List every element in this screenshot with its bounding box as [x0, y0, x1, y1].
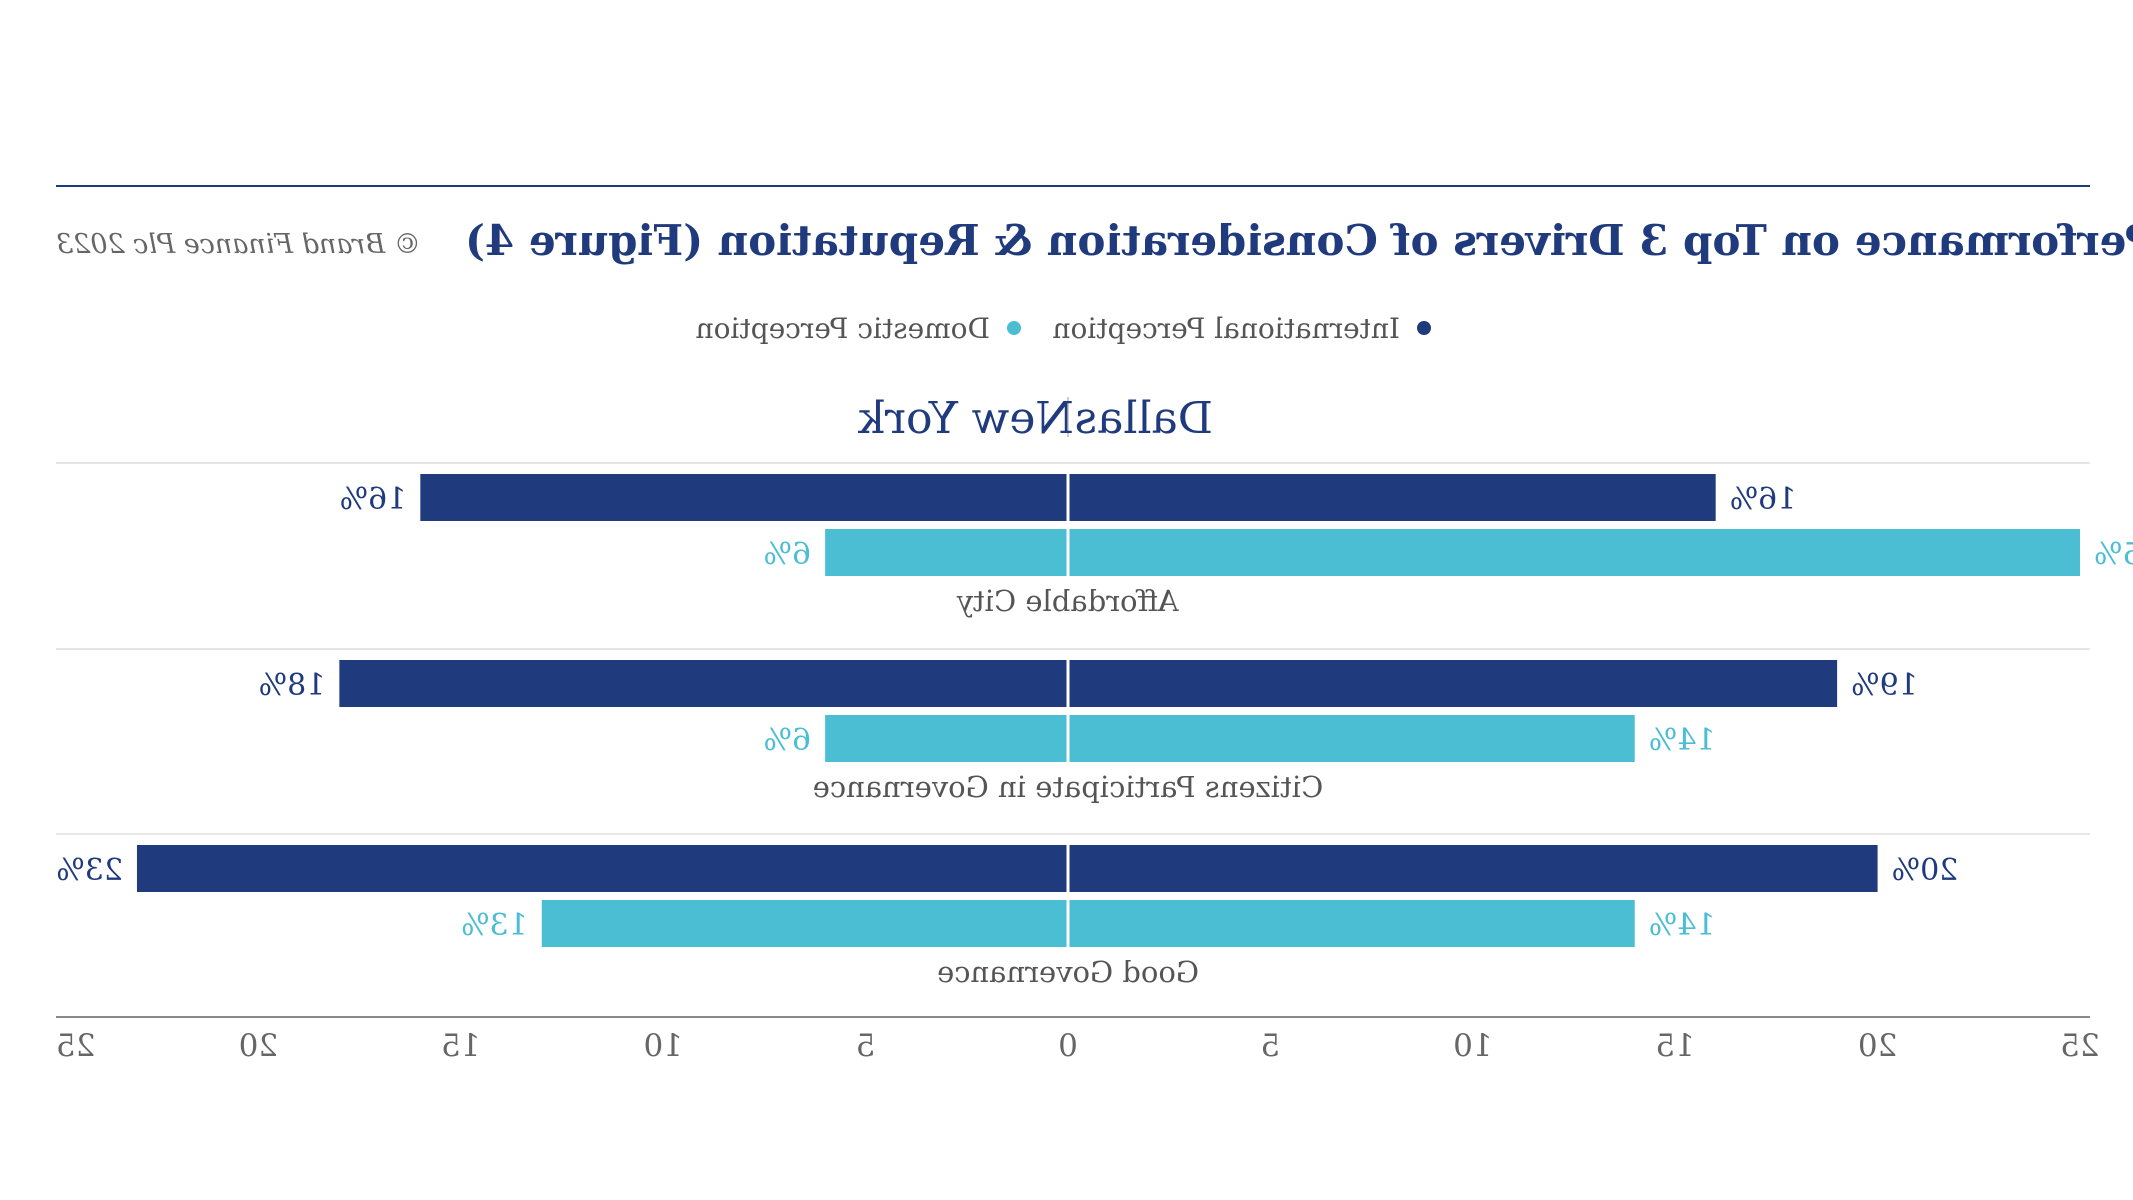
tick-label: 10 — [1453, 1028, 1492, 1064]
legend-label-domestic: Domestic Perception — [696, 312, 990, 345]
tick-label: 25 — [56, 1028, 95, 1064]
bar-dallas-domestic — [1069, 715, 1635, 762]
data-label-newyork-domestic: 13% — [461, 908, 528, 943]
tick-label: 20 — [1858, 1028, 1897, 1064]
data-label-dallas-international: 20% — [1892, 853, 1959, 888]
bar-dallas-international — [1069, 660, 1838, 707]
bar-newyork-international — [136, 845, 1067, 892]
tick-label: 0 — [1058, 1028, 1078, 1064]
tick-label: 25 — [2060, 1028, 2099, 1064]
tick-label: 5 — [1261, 1028, 1281, 1064]
category-label: Affordable City — [956, 584, 1180, 618]
data-label-dallas-domestic: 14% — [1649, 908, 1716, 943]
bar-newyork-international — [339, 660, 1067, 707]
bar-newyork-domestic — [825, 529, 1067, 576]
category-label: Citizens Participate in Governance — [813, 770, 1324, 804]
bar-newyork-international — [420, 474, 1067, 521]
category-label: Good Governance — [937, 955, 1199, 989]
legend-marker-international — [1417, 321, 1431, 335]
copyright-note: © Brand Finance Plc 2023 — [56, 229, 421, 260]
data-label-newyork-international: 16% — [340, 482, 407, 517]
data-label-newyork-international: 23% — [56, 853, 123, 888]
bar-dallas-domestic — [1069, 529, 2080, 576]
legend: International Perception Domestic Percept… — [696, 312, 1431, 345]
bar-newyork-domestic — [825, 715, 1067, 762]
tick-label: 15 — [441, 1028, 480, 1064]
chart-title: City Performance on Top 3 Drivers of Con… — [465, 216, 2133, 265]
data-label-newyork-international: 18% — [259, 668, 326, 703]
legend-marker-domestic — [1007, 321, 1021, 335]
bar-newyork-domestic — [541, 900, 1067, 947]
bar-dallas-domestic — [1069, 900, 1635, 947]
data-label-dallas-domestic: 25% — [2094, 537, 2133, 572]
bar-dallas-international — [1069, 845, 1878, 892]
x-axis: 0 5 5 10 10 15 15 20 20 25 25 — [56, 1016, 2100, 1064]
legend-label-international: International Perception — [1053, 312, 1400, 345]
bar-dallas-international — [1069, 474, 1716, 521]
tick-label: 15 — [1655, 1028, 1694, 1064]
right-city-label: New York — [858, 393, 1074, 444]
plot-area: 16%16%25%6%Affordable City19%18%14%6%Cit… — [56, 462, 2133, 989]
tick-label: 20 — [239, 1028, 278, 1064]
data-label-newyork-domestic: 6% — [764, 723, 812, 758]
data-label-newyork-domestic: 6% — [764, 537, 812, 572]
data-label-dallas-international: 19% — [1851, 668, 1918, 703]
tick-label: 10 — [643, 1028, 682, 1064]
left-city-label: Dallas — [1075, 393, 1213, 444]
data-label-dallas-domestic: 14% — [1649, 723, 1716, 758]
tick-label: 5 — [856, 1028, 876, 1064]
data-label-dallas-international: 16% — [1730, 482, 1797, 517]
